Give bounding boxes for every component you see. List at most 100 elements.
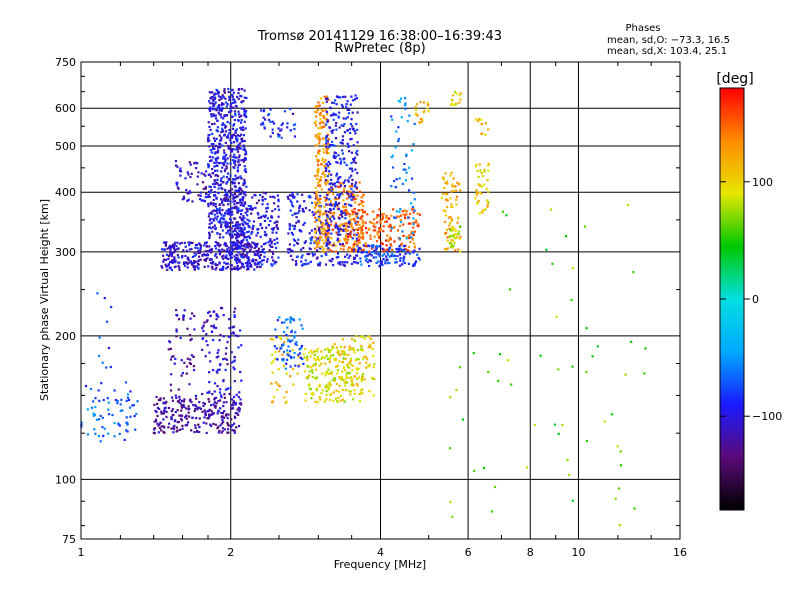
echo-point xyxy=(295,341,298,344)
echo-point xyxy=(231,247,234,250)
echo-point xyxy=(329,349,333,352)
echo-point xyxy=(319,235,322,238)
echo-point xyxy=(212,204,215,207)
echo-point xyxy=(355,261,358,264)
echo-point xyxy=(352,127,355,130)
echo-point xyxy=(224,357,227,360)
echo-point xyxy=(290,356,293,359)
echo-point xyxy=(293,212,296,215)
echo-point xyxy=(177,256,180,259)
echo-point xyxy=(170,253,174,256)
echo-point xyxy=(477,119,480,123)
echo-point xyxy=(227,246,230,249)
echo-point xyxy=(327,151,330,155)
echo-point xyxy=(190,429,193,432)
y-tick-label: 600 xyxy=(55,102,76,115)
echo-point xyxy=(327,247,330,250)
echo-point xyxy=(474,197,477,200)
echo-point xyxy=(395,215,398,218)
echo-point xyxy=(203,402,207,405)
echo-point xyxy=(214,169,217,172)
echo-point xyxy=(178,268,181,271)
echo-point xyxy=(184,245,187,248)
echo-point xyxy=(444,247,447,251)
echo-point xyxy=(451,205,454,208)
echo-point xyxy=(407,245,411,249)
echo-point xyxy=(618,524,621,527)
echo-point xyxy=(314,400,317,403)
echo-point xyxy=(315,350,319,353)
echo-point xyxy=(343,239,347,242)
echo-point xyxy=(238,186,241,189)
echo-point xyxy=(97,389,100,392)
echo-point xyxy=(302,362,305,366)
echo-point xyxy=(221,257,225,260)
echo-point xyxy=(450,103,453,106)
echo-point xyxy=(405,154,408,157)
echo-point xyxy=(236,208,239,212)
echo-point xyxy=(230,268,233,271)
echo-point xyxy=(327,232,330,235)
echo-point xyxy=(209,102,212,105)
echo-point xyxy=(210,325,213,328)
echo-point xyxy=(216,412,219,415)
echo-point xyxy=(214,205,218,208)
echo-point xyxy=(225,347,228,350)
echo-point xyxy=(166,253,169,256)
echo-point xyxy=(311,236,314,239)
echo-point xyxy=(398,237,402,240)
echo-point xyxy=(297,220,301,223)
echo-point xyxy=(353,351,356,354)
echo-point xyxy=(318,396,321,399)
echo-point xyxy=(221,127,224,130)
echo-point xyxy=(352,193,355,196)
echo-point xyxy=(241,247,244,251)
echo-point xyxy=(236,226,239,229)
echo-point xyxy=(349,122,352,126)
echo-point xyxy=(290,330,293,334)
echo-point xyxy=(357,235,360,238)
echo-point xyxy=(282,343,285,346)
echo-point xyxy=(227,335,230,338)
echo-point xyxy=(226,416,229,420)
echo-point xyxy=(238,267,241,270)
echo-point xyxy=(324,371,327,374)
echo-point xyxy=(444,210,447,213)
echo-point xyxy=(239,267,242,270)
echo-point xyxy=(308,370,311,373)
echo-point xyxy=(335,250,338,253)
echo-point xyxy=(222,358,225,361)
echo-point xyxy=(170,251,173,254)
echo-point xyxy=(317,101,320,104)
echo-point xyxy=(207,140,210,143)
echo-point xyxy=(228,318,231,321)
echo-point xyxy=(404,107,407,110)
echo-point xyxy=(398,177,401,180)
echo-point xyxy=(199,407,203,410)
echo-point xyxy=(172,426,175,429)
echo-point xyxy=(208,233,211,236)
echo-point xyxy=(350,182,354,185)
echo-point xyxy=(337,255,340,259)
echo-point xyxy=(243,255,246,258)
echo-point xyxy=(212,113,215,116)
echo-point xyxy=(201,337,205,340)
echo-point xyxy=(345,377,348,380)
echo-point xyxy=(341,360,345,363)
echo-point xyxy=(325,241,328,244)
echo-point xyxy=(314,203,317,206)
echo-point xyxy=(231,95,235,98)
echo-point xyxy=(220,307,224,310)
echo-point xyxy=(287,251,290,254)
echo-point xyxy=(276,319,279,322)
echo-point xyxy=(257,216,260,220)
echo-point xyxy=(242,204,245,208)
echo-point xyxy=(292,383,295,386)
echo-point xyxy=(216,89,219,93)
echo-point xyxy=(343,222,346,225)
echo-point xyxy=(242,144,246,147)
echo-point xyxy=(229,174,232,177)
echo-point xyxy=(223,261,226,264)
echo-point xyxy=(323,174,326,177)
